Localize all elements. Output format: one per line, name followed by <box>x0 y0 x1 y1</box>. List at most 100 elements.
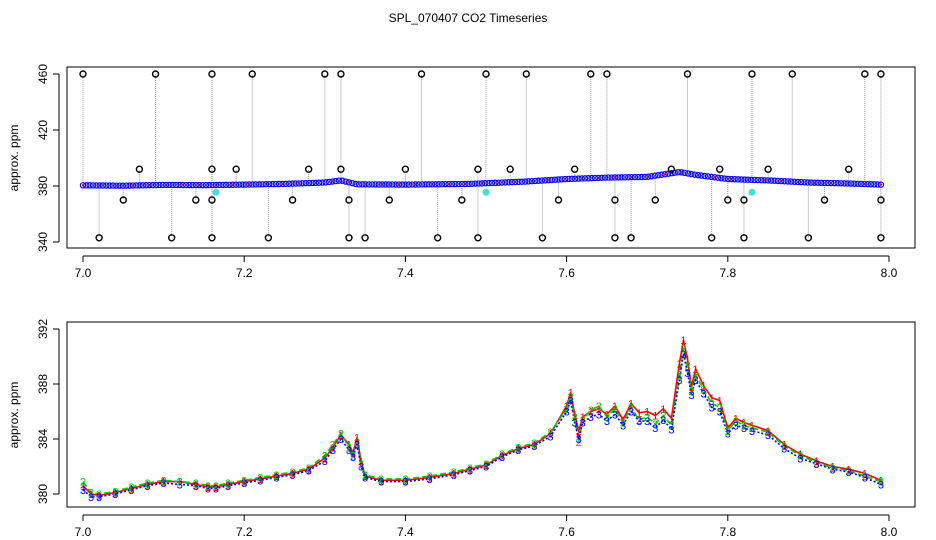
baseline-point <box>113 182 120 189</box>
baseline-point <box>771 177 778 184</box>
baseline-point <box>422 181 429 188</box>
series-2-marker: 2 <box>680 343 686 355</box>
baseline-point <box>748 176 755 184</box>
baseline-point <box>412 181 419 188</box>
baseline-point <box>711 174 718 181</box>
series-1-marker: 1 <box>354 433 360 445</box>
outlier-point <box>361 234 369 242</box>
baseline-point <box>488 179 496 187</box>
series-1-marker: 1 <box>515 444 521 456</box>
outlier-point <box>877 70 885 78</box>
outlier-point <box>345 234 353 242</box>
outlier-point <box>288 196 297 204</box>
series-3-marker: 3 <box>225 481 231 493</box>
series-3-marker: 3 <box>644 416 650 428</box>
series-1-marker: 1 <box>765 426 771 438</box>
series-2-marker: 2 <box>346 442 352 454</box>
baseline-point <box>781 178 788 185</box>
baseline-point <box>269 180 276 188</box>
baseline-point <box>684 170 692 177</box>
baseline-point <box>618 174 625 181</box>
outlier-point <box>740 234 748 242</box>
outlier-point <box>587 70 595 78</box>
baseline-point <box>498 179 506 186</box>
baseline-point <box>654 172 662 179</box>
series-3-marker: 3 <box>830 464 836 476</box>
series-1-marker: 1 <box>193 479 199 491</box>
baseline-point <box>389 181 396 188</box>
series-1-marker: 1 <box>306 464 312 476</box>
outlier-point <box>417 70 426 78</box>
outlier-point <box>345 196 353 204</box>
outlier-point <box>401 165 410 173</box>
series-3-marker: 3 <box>741 423 747 435</box>
series-2-marker: 2 <box>499 449 505 461</box>
series-2-marker: 2 <box>289 467 295 479</box>
series-2-marker: 2 <box>813 457 819 469</box>
bottom-x-tick-label: 7.8 <box>719 525 736 539</box>
series-2-line <box>82 348 882 495</box>
series-3-marker: 3 <box>515 445 521 457</box>
baseline-point <box>787 178 795 185</box>
bottom-x-tick-label: 7.6 <box>558 525 575 539</box>
series-1-marker: 1 <box>205 482 211 494</box>
outlier-point <box>538 234 547 242</box>
baseline-point <box>465 180 472 188</box>
baseline-point <box>495 179 502 186</box>
outlier-point <box>554 196 563 204</box>
baseline-point <box>472 180 479 187</box>
baseline-point <box>196 181 203 189</box>
series-2-marker: 2 <box>322 451 328 463</box>
series-2-marker: 2 <box>193 478 199 490</box>
baseline-point <box>229 181 236 188</box>
series-3-marker: 3 <box>467 466 473 478</box>
baseline-point <box>664 170 672 177</box>
baseline-point <box>571 175 579 182</box>
baseline-point <box>206 181 213 189</box>
series-2-marker: 2 <box>628 402 634 414</box>
series-3-marker: 3 <box>531 441 537 453</box>
top-y-tick-label: 340 <box>36 232 50 252</box>
outlier-point <box>337 70 345 78</box>
baseline-point <box>538 177 546 184</box>
baseline-point <box>252 181 260 188</box>
series-3-marker: 3 <box>205 484 211 496</box>
baseline-point <box>149 181 157 189</box>
series-2-marker: 2 <box>257 473 263 485</box>
baseline-point <box>369 181 376 188</box>
series-3-marker: 3 <box>330 445 336 457</box>
series-3-marker: 3 <box>717 407 723 419</box>
series-1-marker: 1 <box>358 456 364 468</box>
baseline-point <box>246 181 253 188</box>
top-x-tick-label: 7.4 <box>397 266 414 280</box>
baseline-point <box>611 174 619 181</box>
series-2-marker: 2 <box>402 474 408 486</box>
baseline-point <box>239 181 246 188</box>
series-3-marker: 3 <box>781 444 787 456</box>
baseline-point <box>598 174 605 181</box>
series-1-marker: 1 <box>257 474 263 486</box>
series-1-marker: 1 <box>128 484 134 496</box>
top-x-tick-label: 8.0 <box>881 266 898 280</box>
series-2-marker: 2 <box>830 463 836 475</box>
baseline-point <box>282 180 290 188</box>
baseline-point <box>169 181 176 189</box>
baseline-point <box>651 172 659 179</box>
series-2-marker: 2 <box>96 489 102 501</box>
series-3-marker: 3 <box>177 479 183 491</box>
baseline-point <box>372 181 379 188</box>
outlier-point <box>748 70 756 78</box>
series-1-marker: 1 <box>862 468 868 480</box>
series-3-marker: 3 <box>580 418 586 430</box>
outlier-point <box>79 70 87 78</box>
baseline-point <box>219 181 226 189</box>
series-3-marker: 3 <box>572 418 578 430</box>
series-2-marker: 2 <box>547 427 553 439</box>
baseline-point <box>764 177 772 184</box>
baseline-point <box>385 181 393 188</box>
outlier-point <box>570 165 579 173</box>
outlier-point <box>208 234 216 242</box>
baseline-point <box>295 180 303 187</box>
series-2-marker: 2 <box>725 426 731 438</box>
